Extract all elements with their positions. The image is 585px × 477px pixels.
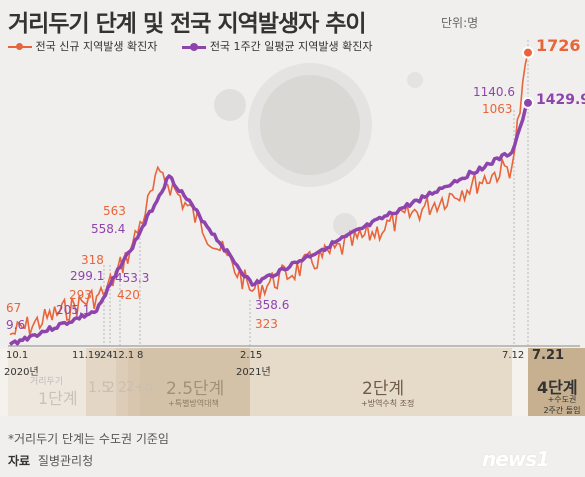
- avg-label-453.3: 453.3: [115, 271, 150, 285]
- source: 자료 질병관리청: [8, 452, 93, 469]
- stage-4-sub: +수도권 2주간 돌입: [543, 395, 581, 415]
- brand-logo: news1: [482, 447, 550, 471]
- legend-avg-label: 전국 1주간 일평균 지역발생 확진자: [209, 40, 373, 53]
- virus-illustration: [214, 63, 423, 237]
- stage-1-title: 거리두기: [30, 377, 64, 387]
- avg-label-9.6: 9.6: [6, 318, 26, 332]
- daily-label-67: 67: [6, 301, 22, 315]
- avg-label-558.4: 558.4: [91, 222, 126, 236]
- daily-label-1726: 1726: [536, 36, 581, 55]
- stage-2.5-level: 2.5단계: [166, 379, 225, 399]
- year-label-2021: 2021년: [236, 367, 271, 378]
- x-tick-11.19: 11.19: [72, 350, 101, 361]
- avg-label-205.1: 205.1: [56, 303, 91, 317]
- stage-2-level: 2단계: [362, 379, 405, 399]
- stage-2-sub: +방역수칙 조정: [361, 399, 415, 408]
- stage-4-level: 4단계: [537, 378, 578, 397]
- daily-label-1063: 1063: [482, 102, 513, 116]
- daily-line: [9, 52, 529, 336]
- legend: 전국 신규 지역발생 확진자 전국 1주간 일평균 지역발생 확진자: [8, 38, 372, 54]
- source-label: 자료: [8, 454, 31, 468]
- x-tick-2.15: 2.15: [240, 350, 263, 361]
- unit-label: 단위:명: [441, 16, 479, 30]
- stage-2plus-level: 2+α: [126, 380, 154, 395]
- daily-label-318: 318: [81, 253, 104, 267]
- daily-end-marker: [522, 46, 534, 59]
- stage-2a-level: 2: [106, 380, 115, 396]
- daily-label-563: 563: [103, 204, 126, 218]
- avg-series: [8, 102, 530, 346]
- x-tick-12.1: 12.1: [112, 350, 135, 361]
- stage-1-level: 1단계: [38, 389, 78, 408]
- x-tick-8: 8: [137, 350, 144, 361]
- stage-1.5-level: 1.5: [88, 380, 111, 396]
- stage-2.5-sub: +특별방역대책: [168, 399, 219, 408]
- avg-end-marker: [522, 96, 534, 109]
- daily-series: [9, 52, 529, 336]
- avg-label-1429.9: 1429.9: [536, 92, 585, 108]
- legend-avg-swatch: [182, 42, 207, 51]
- page-title: 거리두기 단계 및 전국 지역발생자 추이: [8, 11, 367, 37]
- x-tick-7.21: 7.21: [532, 348, 565, 363]
- x-tick-7.12: 7.12: [502, 350, 525, 361]
- daily-label-293: 293: [69, 288, 92, 302]
- series-markers: [522, 46, 534, 109]
- stage-bands: [0, 348, 585, 416]
- avg-line: [8, 102, 530, 346]
- daily-label-420: 420: [117, 288, 140, 302]
- daily-label-323: 323: [255, 317, 278, 331]
- x-tick-10.1: 10.1: [6, 350, 29, 361]
- avg-label-299.1: 299.1: [70, 269, 105, 283]
- avg-label-358.6: 358.6: [255, 298, 290, 312]
- avg-label-1140.6: 1140.6: [473, 85, 515, 99]
- legend-daily-swatch: [8, 43, 32, 50]
- year-label-2020: 2020년: [4, 367, 39, 378]
- legend-daily-label: 전국 신규 지역발생 확진자: [35, 40, 158, 53]
- footnote: *거리두기 단계는 수도권 기준임: [8, 432, 169, 446]
- source-text: 질병관리청: [37, 454, 94, 468]
- x-tick-24: 24: [100, 350, 113, 361]
- stage-2b-level: 2: [118, 380, 127, 396]
